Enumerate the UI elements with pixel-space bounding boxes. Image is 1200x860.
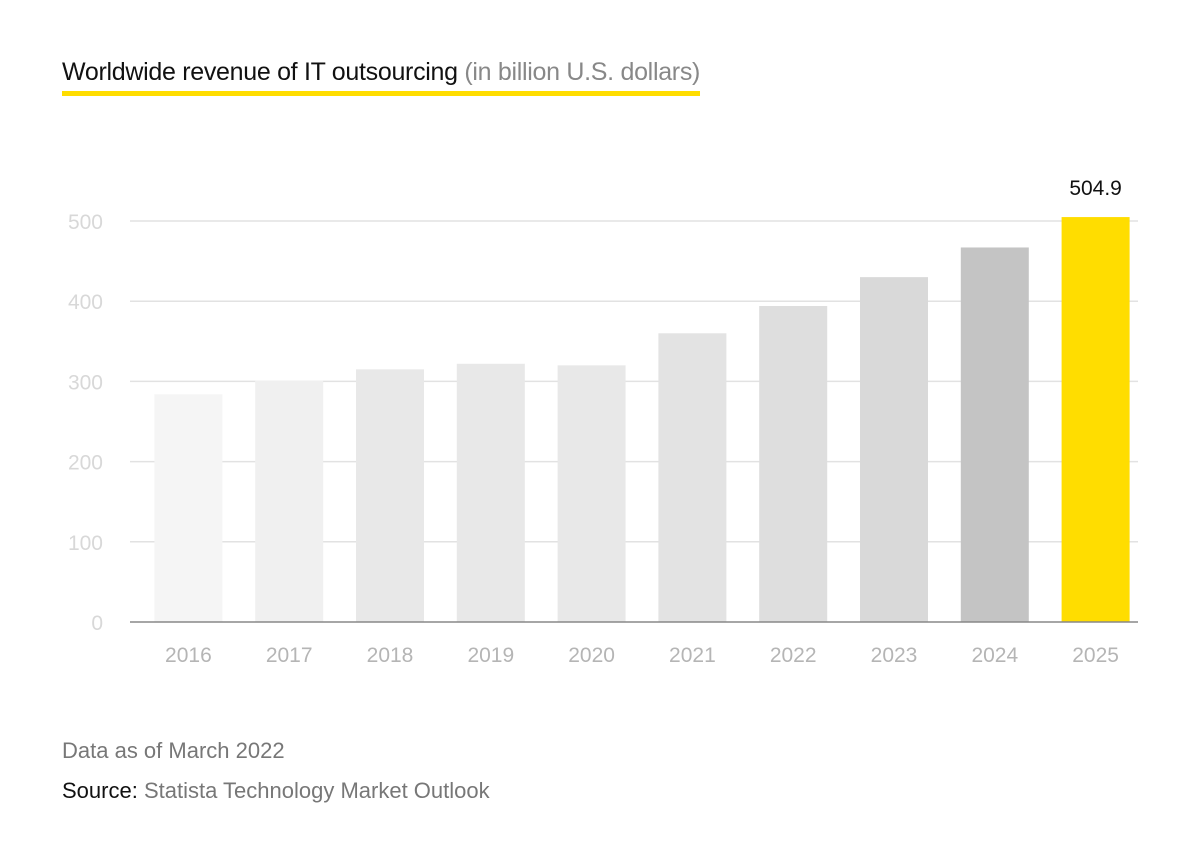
title-unit: (in billion U.S. dollars): [464, 58, 701, 86]
title-main: Worldwide revenue of IT outsourcing: [62, 58, 458, 86]
chart-title: Worldwide revenue of IT outsourcing (in …: [62, 58, 700, 96]
y-tick-label: 100: [68, 532, 103, 555]
source-label: Source:: [62, 778, 138, 803]
y-tick-label: 500: [68, 211, 103, 234]
bar-2022: [759, 306, 828, 622]
x-tick-label: 2020: [568, 644, 615, 667]
bar-2020: [557, 365, 626, 622]
x-tick-label: 2019: [467, 644, 514, 667]
data-label-2025: 504.9: [1069, 177, 1122, 200]
y-tick-label: 400: [68, 291, 103, 314]
x-tick-label: 2024: [971, 644, 1018, 667]
y-tick-label: 300: [68, 371, 103, 394]
bar-2025: [1061, 217, 1130, 623]
x-tick-label: 2017: [266, 644, 313, 667]
bar-2017: [255, 380, 324, 622]
y-tick-label: 0: [91, 612, 103, 635]
bar-2016: [154, 394, 223, 622]
bar-2019: [456, 363, 525, 622]
source-line: Source: Statista Technology Market Outlo…: [62, 778, 490, 804]
x-tick-label: 2023: [871, 644, 918, 667]
data-note: Data as of March 2022: [62, 738, 285, 763]
source-value: Statista Technology Market Outlook: [143, 778, 490, 803]
bar-2023: [860, 277, 928, 622]
bar-2021: [658, 333, 727, 622]
x-tick-label: 2022: [770, 644, 817, 667]
x-tick-label: 2016: [165, 644, 212, 667]
bar-2018: [356, 369, 424, 622]
x-tick-label: 2025: [1072, 644, 1119, 667]
x-tick-label: 2021: [669, 644, 716, 667]
x-tick-label: 2018: [367, 644, 414, 667]
bar-2024: [960, 247, 1029, 622]
y-tick-label: 200: [68, 452, 103, 475]
